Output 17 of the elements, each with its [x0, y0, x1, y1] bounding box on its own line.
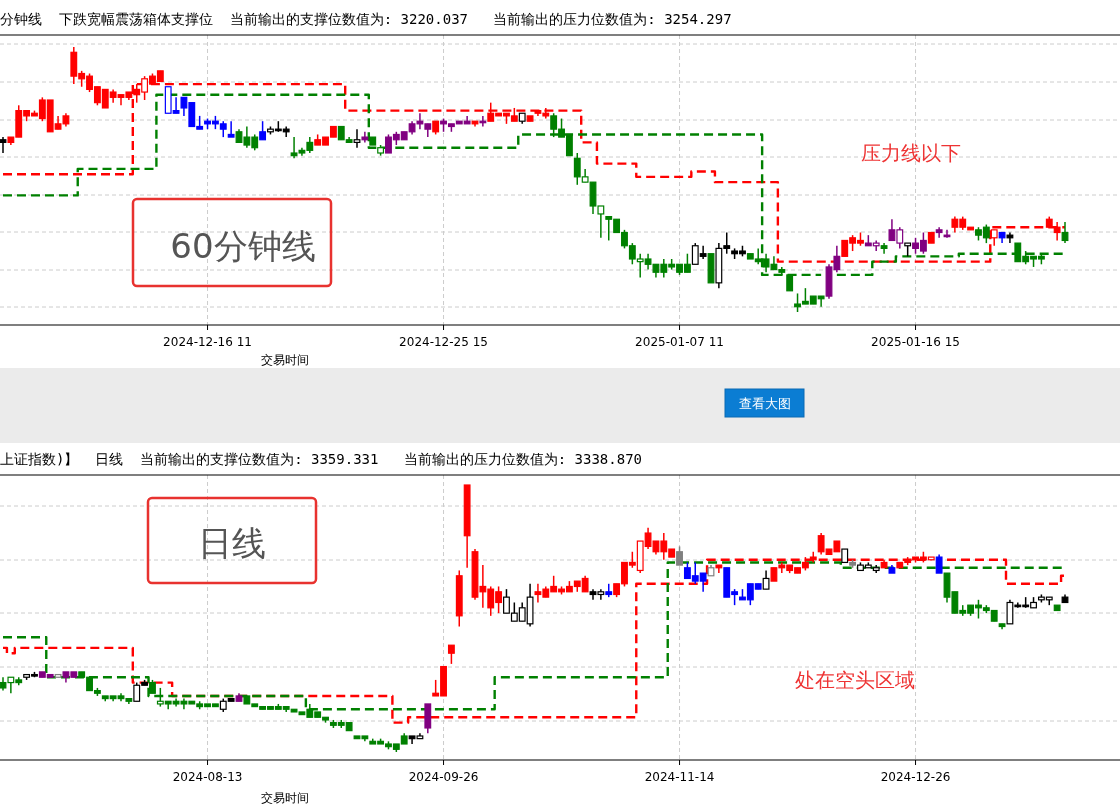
tick-label: 2024-12-25 15 — [399, 335, 488, 349]
tick-label: 2024-11-14 — [644, 770, 715, 784]
tick-label: 2024-09-26 — [408, 770, 479, 784]
xlabel: 交易时间 — [261, 791, 309, 805]
tick-label: 2024-12-26 — [880, 770, 951, 784]
xlabel: 交易时间 — [261, 353, 309, 367]
tick-label: 2024-12-16 11 — [163, 335, 252, 349]
title: 上证指数)】 日线 当前输出的支撑位数值为: 3359.331 当前输出的压力位数值为: 3338.870 — [0, 451, 642, 467]
annotation: 压力线以下 — [861, 141, 961, 165]
annotation: 日线 — [198, 523, 266, 563]
tick-label: 2025-01-07 11 — [635, 335, 724, 349]
button: 查看大图 — [724, 388, 805, 418]
tick-label: 2025-01-16 15 — [871, 335, 960, 349]
annotation: 60分钟线 — [170, 226, 316, 266]
annotation: 处在空头区域 — [795, 668, 915, 692]
tick-label: 2024-08-13 — [172, 770, 243, 784]
title: 分钟线 下跌宽幅震荡箱体支撑位 当前输出的支撑位数值为: 3220.037 当前输出的压力位数值为: 3254.297 — [0, 11, 732, 27]
